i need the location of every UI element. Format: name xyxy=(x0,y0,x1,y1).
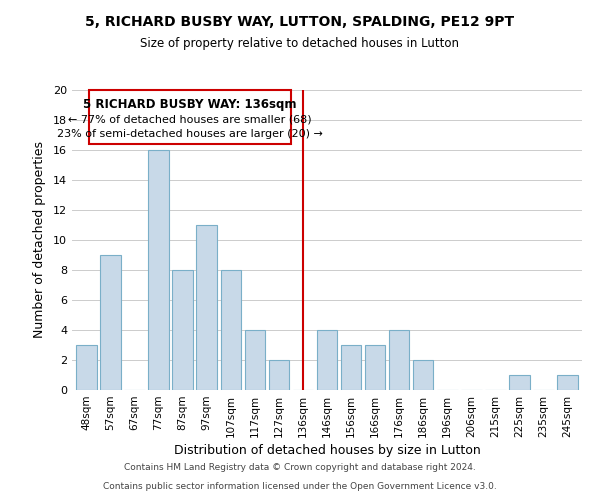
FancyBboxPatch shape xyxy=(89,90,291,144)
X-axis label: Distribution of detached houses by size in Lutton: Distribution of detached houses by size … xyxy=(173,444,481,457)
Bar xyxy=(221,270,241,390)
Bar xyxy=(389,330,409,390)
Text: 5, RICHARD BUSBY WAY, LUTTON, SPALDING, PE12 9PT: 5, RICHARD BUSBY WAY, LUTTON, SPALDING, … xyxy=(85,15,515,29)
Text: Contains public sector information licensed under the Open Government Licence v3: Contains public sector information licen… xyxy=(103,482,497,491)
Bar xyxy=(100,255,121,390)
Bar xyxy=(365,345,385,390)
Bar xyxy=(317,330,337,390)
Bar xyxy=(196,225,217,390)
Bar xyxy=(245,330,265,390)
Bar xyxy=(148,150,169,390)
Bar xyxy=(413,360,433,390)
Bar xyxy=(172,270,193,390)
Bar xyxy=(509,375,530,390)
Text: 5 RICHARD BUSBY WAY: 136sqm: 5 RICHARD BUSBY WAY: 136sqm xyxy=(83,98,296,112)
Text: Size of property relative to detached houses in Lutton: Size of property relative to detached ho… xyxy=(140,38,460,51)
Bar xyxy=(269,360,289,390)
Text: Contains HM Land Registry data © Crown copyright and database right 2024.: Contains HM Land Registry data © Crown c… xyxy=(124,464,476,472)
Y-axis label: Number of detached properties: Number of detached properties xyxy=(33,142,46,338)
Bar xyxy=(76,345,97,390)
Text: ← 77% of detached houses are smaller (68): ← 77% of detached houses are smaller (68… xyxy=(68,114,311,124)
Text: 23% of semi-detached houses are larger (20) →: 23% of semi-detached houses are larger (… xyxy=(57,129,323,139)
Bar xyxy=(557,375,578,390)
Bar xyxy=(341,345,361,390)
